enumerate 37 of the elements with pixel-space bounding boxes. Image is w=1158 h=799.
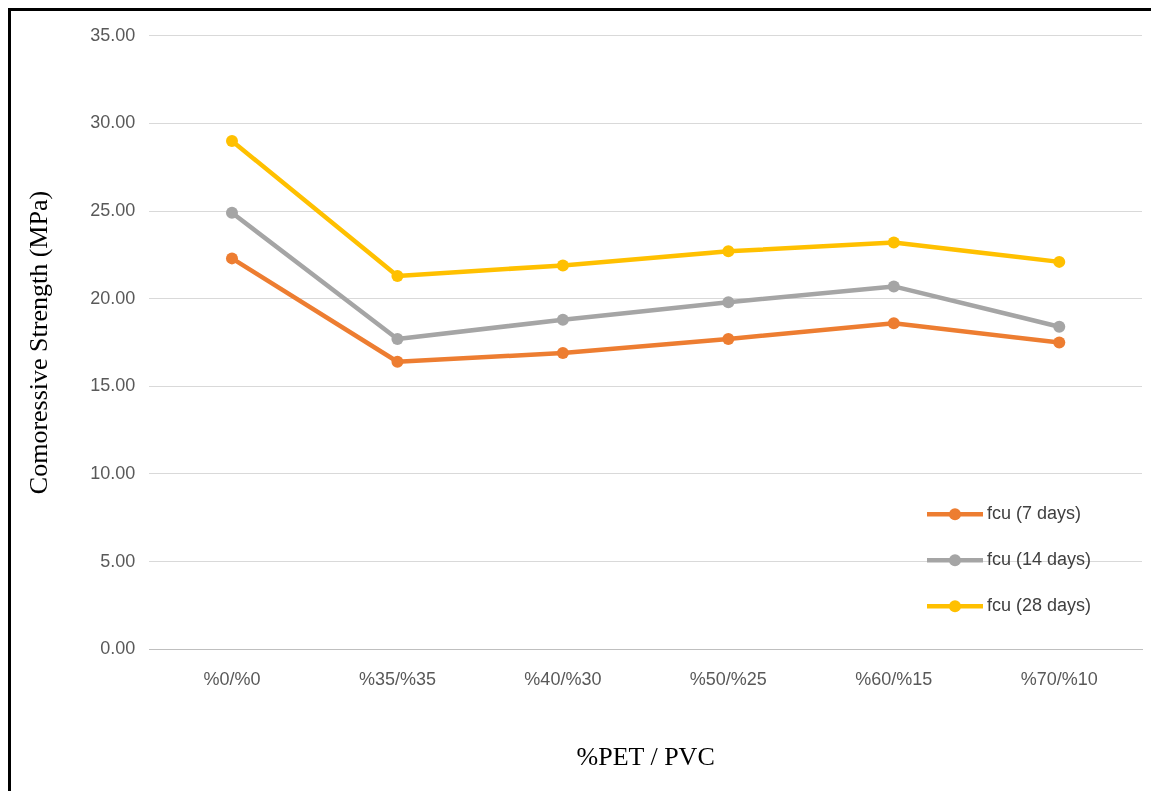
point <box>391 333 404 345</box>
point <box>887 280 900 293</box>
x-tick-label: %70/%10 <box>1020 668 1098 689</box>
y-tick-label: 0.00 <box>100 638 136 659</box>
point <box>556 347 569 360</box>
x-tick-label: %35/%35 <box>358 668 436 689</box>
x-tick-label: %40/%30 <box>524 668 602 689</box>
point <box>225 252 238 265</box>
point <box>1053 320 1066 333</box>
point <box>887 317 900 330</box>
point <box>1053 255 1066 268</box>
y-tick-label: 35.00 <box>90 24 136 45</box>
y-tick-label: 25.00 <box>90 200 136 221</box>
point <box>556 313 569 326</box>
x-tick-label: %60/%15 <box>855 668 933 689</box>
y-tick-label: 15.00 <box>90 375 136 396</box>
point <box>722 296 735 309</box>
point <box>1053 336 1066 349</box>
point <box>887 236 900 249</box>
y-tick-label: 5.00 <box>100 550 136 571</box>
point <box>391 269 404 282</box>
x-tick-label: %0/%0 <box>203 668 261 689</box>
point <box>225 134 238 147</box>
point <box>225 206 238 219</box>
legend-label: fcu (14 days) <box>987 549 1092 570</box>
y-tick-label: 10.00 <box>90 462 136 483</box>
point <box>722 245 735 258</box>
x-tick-label: %50/%25 <box>689 668 767 689</box>
y-axis-title: Comoressive Strength (MPa) <box>24 190 54 495</box>
y-tick-label: 20.00 <box>90 287 136 308</box>
point <box>556 259 569 272</box>
y-tick-label: 30.00 <box>90 112 136 133</box>
legend-label: fcu (28 days) <box>987 595 1092 616</box>
x-axis-title: %PET / PVC <box>576 742 715 772</box>
point <box>391 355 404 368</box>
point <box>722 333 735 345</box>
legend-label: fcu (7 days) <box>987 503 1082 524</box>
